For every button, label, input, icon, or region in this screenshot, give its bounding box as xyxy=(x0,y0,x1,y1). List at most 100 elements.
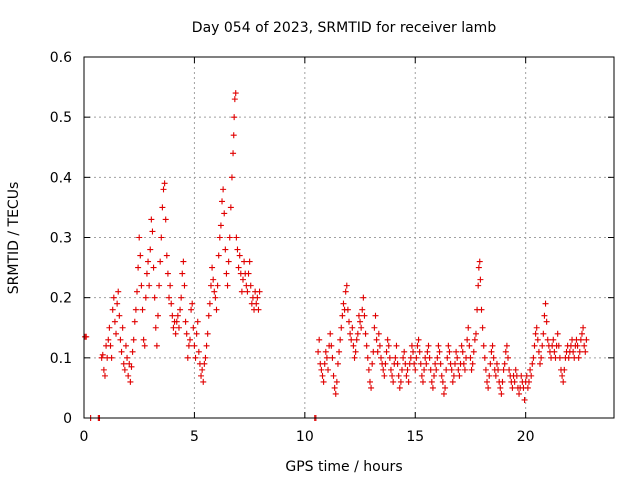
data-point xyxy=(387,366,394,373)
data-point xyxy=(184,354,191,361)
data-point xyxy=(353,336,360,343)
data-point xyxy=(492,372,499,379)
data-point xyxy=(346,318,352,325)
data-point xyxy=(581,342,588,349)
data-point xyxy=(488,348,495,355)
data-point xyxy=(334,360,341,367)
data-point xyxy=(577,336,584,343)
data-point xyxy=(533,324,540,331)
data-point xyxy=(477,276,484,283)
data-point xyxy=(146,282,153,289)
data-point xyxy=(340,300,347,307)
data-point xyxy=(393,342,400,349)
data-point xyxy=(480,342,487,349)
data-point xyxy=(362,330,369,337)
data-point xyxy=(421,366,428,373)
data-point xyxy=(392,354,399,361)
data-point xyxy=(137,252,144,259)
data-point xyxy=(241,258,248,265)
data-point xyxy=(342,288,349,295)
data-point xyxy=(476,258,483,265)
data-point xyxy=(318,366,325,373)
data-point xyxy=(576,348,583,355)
data-point xyxy=(219,198,226,205)
data-point xyxy=(439,378,446,385)
data-point xyxy=(148,216,155,223)
data-point xyxy=(465,324,472,331)
data-point xyxy=(459,348,466,355)
data-point xyxy=(332,390,339,397)
data-point xyxy=(151,294,158,301)
data-point xyxy=(331,384,338,391)
data-point xyxy=(100,366,107,373)
data-point xyxy=(400,354,407,361)
data-point xyxy=(512,366,519,373)
data-point xyxy=(182,318,189,325)
x-axis-label: GPS time / hours xyxy=(285,459,402,475)
data-point xyxy=(179,270,186,277)
data-point xyxy=(162,216,169,223)
data-point xyxy=(555,342,562,349)
data-point xyxy=(226,234,233,241)
data-point xyxy=(124,354,131,361)
data-point xyxy=(339,312,346,319)
data-point xyxy=(177,306,184,313)
x-tick-label: 20 xyxy=(517,429,535,445)
data-point xyxy=(209,264,216,271)
data-point xyxy=(106,324,113,331)
data-point xyxy=(240,276,246,283)
data-point xyxy=(120,360,127,367)
data-point xyxy=(407,354,414,361)
data-point xyxy=(475,264,482,271)
data-point xyxy=(525,378,532,385)
data-point xyxy=(583,336,590,343)
data-point xyxy=(365,366,372,373)
data-point xyxy=(135,264,142,271)
data-point xyxy=(449,378,456,385)
data-point xyxy=(366,378,373,385)
data-point xyxy=(495,366,502,373)
data-point xyxy=(358,324,365,331)
data-point xyxy=(360,294,367,301)
data-point xyxy=(195,348,202,355)
data-point xyxy=(468,366,475,373)
data-point xyxy=(199,366,206,373)
data-point xyxy=(323,354,330,361)
data-point xyxy=(192,354,199,361)
data-point xyxy=(357,318,364,325)
x-axis-ticks: 0 5 10 15 20 xyxy=(80,57,535,445)
data-point xyxy=(443,366,450,373)
chart-title: Day 054 of 2023, SRMTID for receiver lam… xyxy=(192,20,497,36)
data-point xyxy=(448,366,455,373)
data-point xyxy=(372,312,379,319)
data-point xyxy=(108,354,115,361)
data-point xyxy=(166,294,173,301)
data-point xyxy=(131,318,138,325)
data-point xyxy=(530,354,537,361)
data-point xyxy=(316,336,323,343)
data-point xyxy=(101,372,108,379)
data-point xyxy=(574,342,581,349)
data-point xyxy=(129,348,136,355)
data-point xyxy=(233,234,240,241)
data-point xyxy=(119,324,126,331)
data-point xyxy=(136,234,143,241)
data-point xyxy=(455,366,462,373)
data-point xyxy=(435,342,442,349)
data-point xyxy=(452,360,458,367)
data-point xyxy=(550,336,557,343)
data-point xyxy=(506,366,513,373)
data-point xyxy=(325,366,332,373)
data-point xyxy=(227,204,234,211)
data-point xyxy=(511,378,518,385)
data-point xyxy=(502,348,509,355)
data-point xyxy=(390,378,397,385)
data-point xyxy=(433,366,440,373)
data-point xyxy=(122,342,129,349)
data-point xyxy=(524,384,531,391)
data-point xyxy=(222,246,229,253)
data-point xyxy=(380,366,387,373)
data-point xyxy=(414,342,421,349)
data-point xyxy=(385,342,392,349)
data-point xyxy=(539,342,546,349)
